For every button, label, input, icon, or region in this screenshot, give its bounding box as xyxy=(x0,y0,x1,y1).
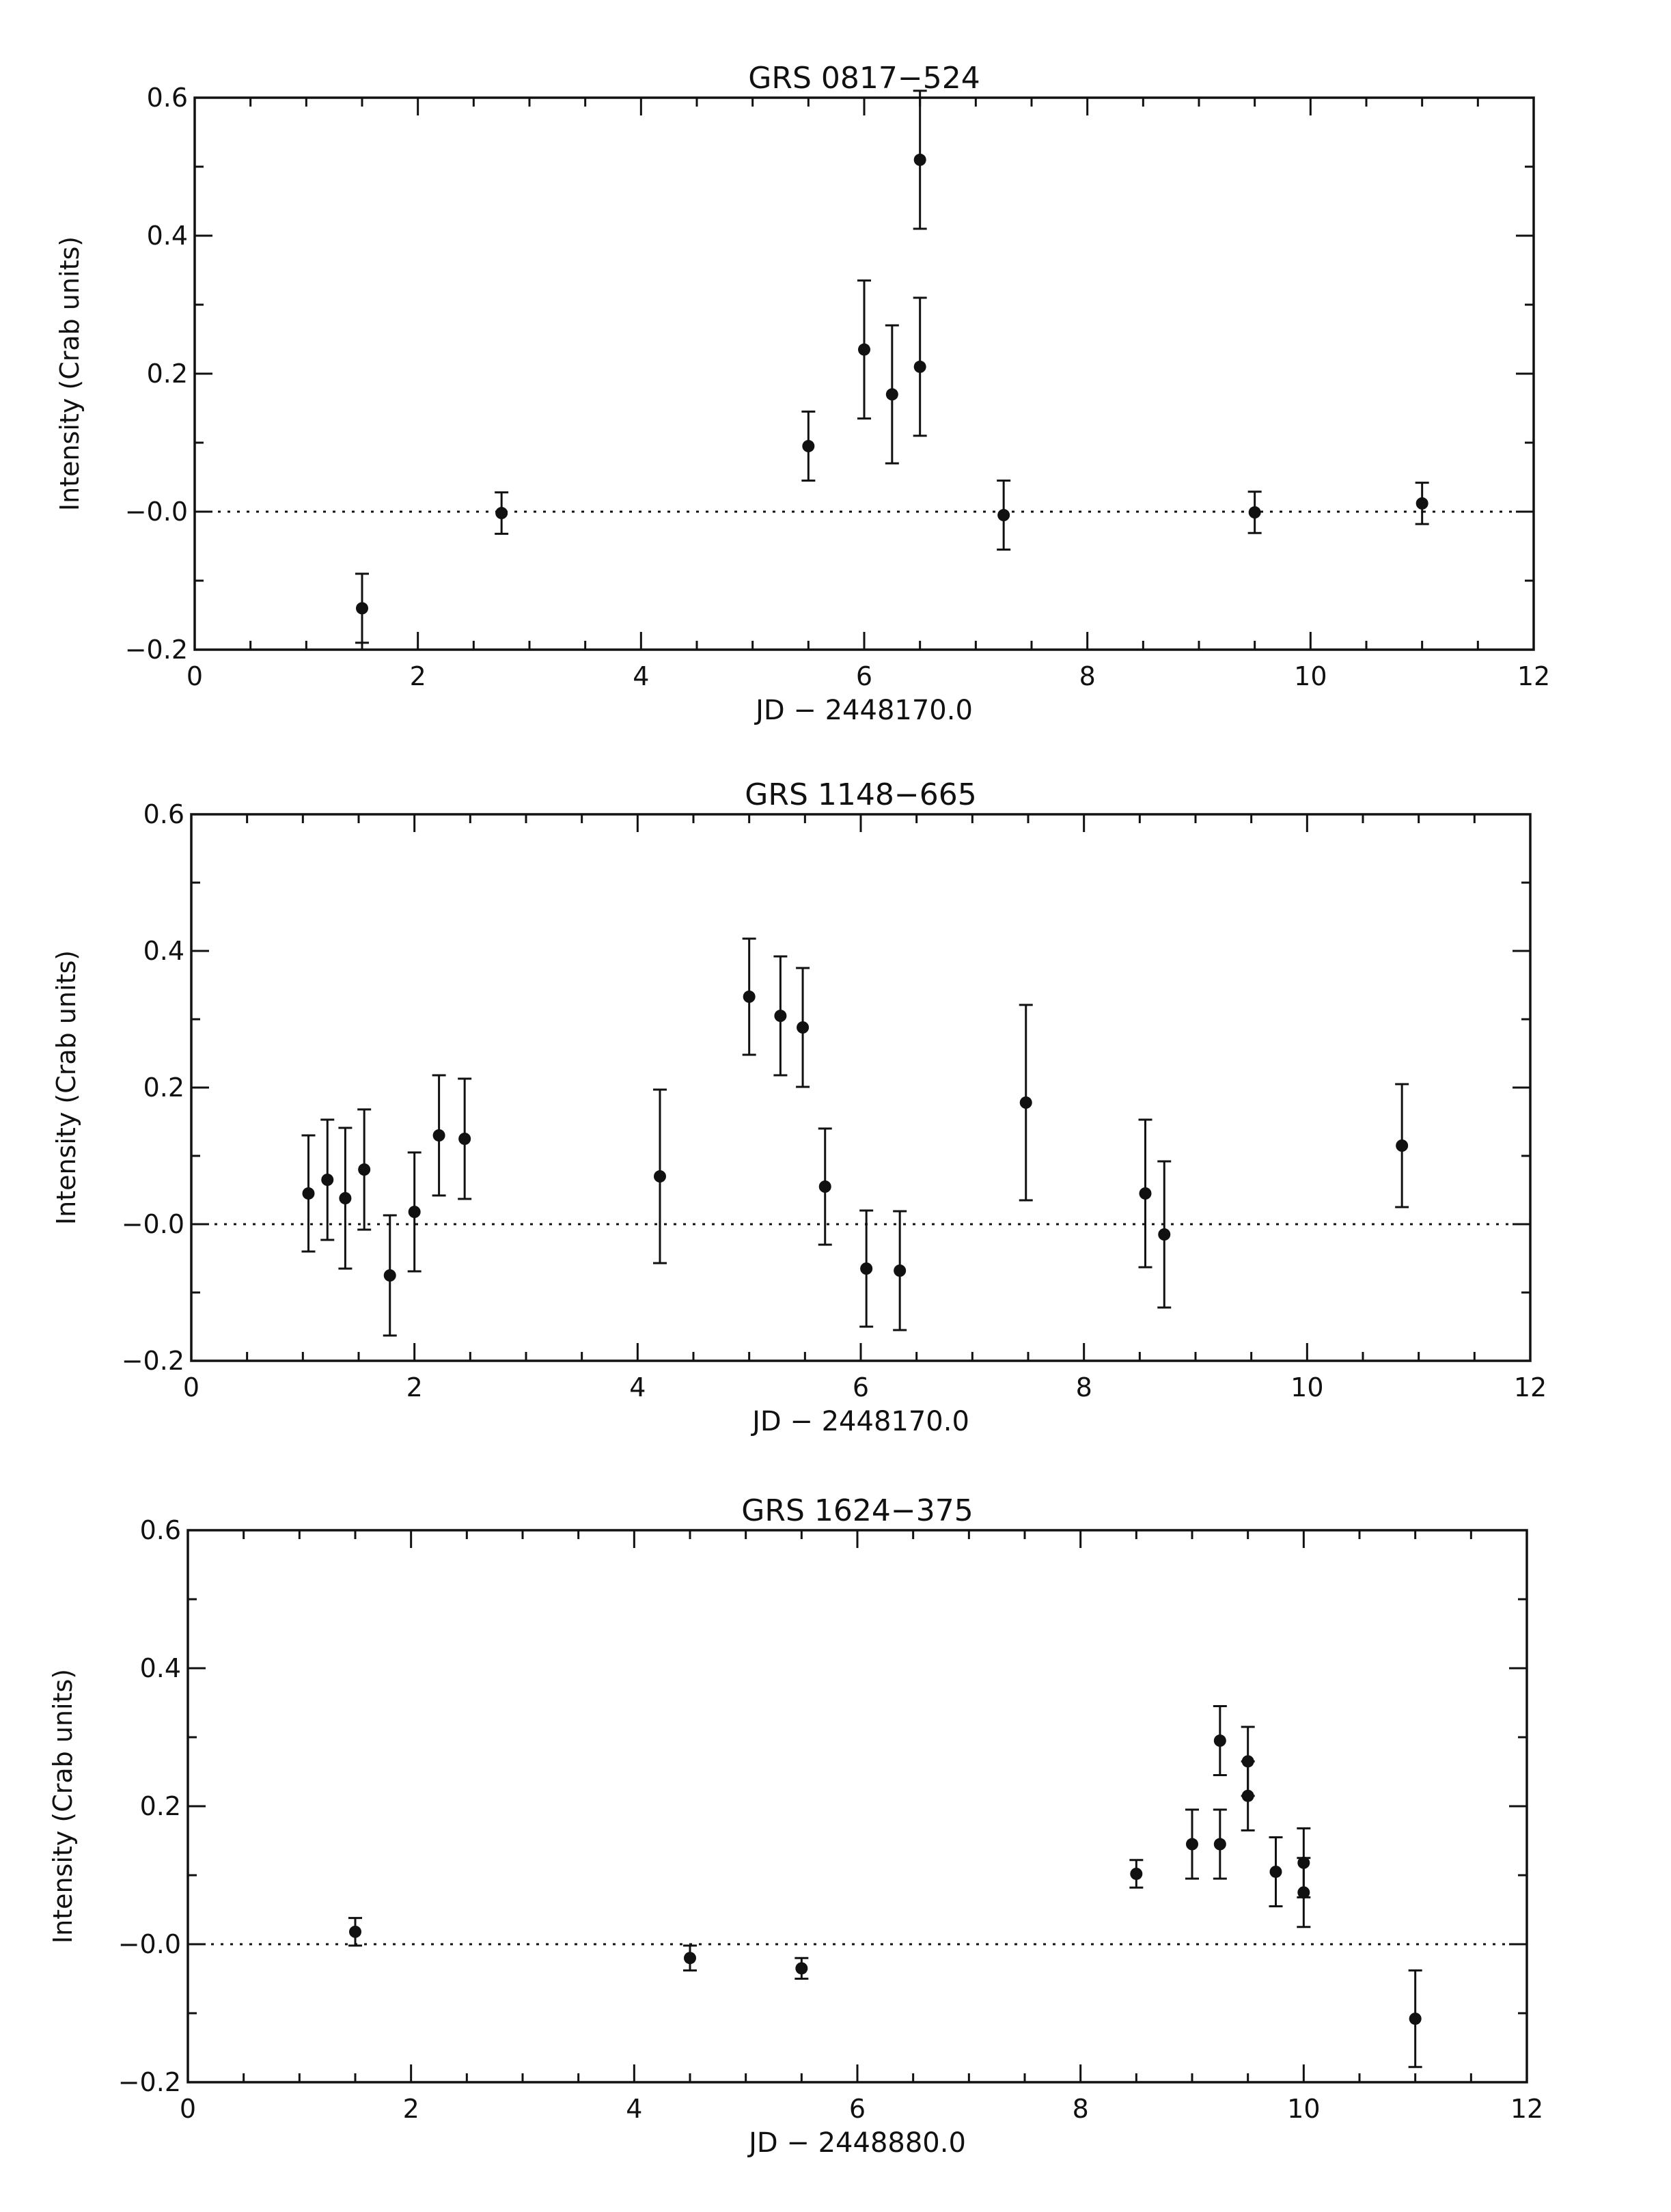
x-tick-label: 8 xyxy=(1073,2094,1089,2124)
chart-title: GRS 0817−524 xyxy=(748,61,980,96)
y-tick-label: 0.2 xyxy=(140,1791,181,1821)
y-tick-label: 0.4 xyxy=(147,221,188,251)
x-tick-label: 6 xyxy=(853,1372,869,1402)
y-tick-label: 0.4 xyxy=(140,1653,181,1683)
data-point xyxy=(339,1192,352,1204)
chart-title: GRS 1148−665 xyxy=(745,777,976,812)
y-tick-label: 0.2 xyxy=(143,1073,184,1103)
y-tick-label: −0.2 xyxy=(125,635,188,665)
data-point xyxy=(1415,497,1428,510)
data-point xyxy=(858,343,870,356)
data-point xyxy=(684,1952,696,1965)
data-point xyxy=(1213,1838,1226,1851)
data-point xyxy=(795,1962,808,1975)
data-point xyxy=(1396,1139,1409,1152)
x-tick-label: 12 xyxy=(1517,661,1550,691)
data-point xyxy=(913,360,926,373)
x-tick-label: 2 xyxy=(403,2094,419,2124)
data-point xyxy=(885,388,898,401)
y-tick-label: −0.0 xyxy=(118,1929,181,1959)
x-tick-label: 12 xyxy=(1510,2094,1543,2124)
data-point xyxy=(408,1206,421,1218)
x-axis-label: JD − 2448170.0 xyxy=(754,695,973,726)
data-point xyxy=(432,1129,445,1142)
y-tick-label: −0.0 xyxy=(122,1209,184,1239)
data-point xyxy=(321,1174,334,1186)
y-tick-label: 0.2 xyxy=(147,359,188,389)
data-point xyxy=(349,1925,361,1938)
y-tick-label: 0.6 xyxy=(143,799,184,829)
data-point xyxy=(302,1187,315,1200)
y-tick-label: 0.6 xyxy=(147,83,188,113)
data-point xyxy=(894,1264,907,1277)
data-point xyxy=(1269,1865,1282,1878)
x-tick-label: 0 xyxy=(187,661,203,691)
chart-title: GRS 1624−375 xyxy=(741,1493,973,1528)
data-point xyxy=(1297,1886,1310,1899)
data-point xyxy=(1186,1838,1198,1851)
data-point xyxy=(802,440,815,453)
data-point xyxy=(1248,506,1261,519)
y-axis-label: Intensity (Crab units) xyxy=(51,950,81,1225)
data-point xyxy=(495,507,508,520)
x-tick-label: 2 xyxy=(410,661,426,691)
y-tick-label: −0.2 xyxy=(118,2067,181,2097)
x-tick-label: 10 xyxy=(1294,661,1327,691)
plot-frame xyxy=(187,1529,1528,2084)
y-tick-label: −0.2 xyxy=(122,1346,184,1376)
x-tick-label: 8 xyxy=(1079,661,1096,691)
data-point xyxy=(1158,1228,1171,1241)
data-point xyxy=(358,1163,371,1176)
data-point xyxy=(860,1262,873,1275)
chart-panel-3: GRS 1624−375 0 2 4 6 8 10 12 −0.2 −0.0 0.2 0.4 0.6 JD… xyxy=(48,1493,1543,2159)
data-point xyxy=(654,1170,666,1183)
data-point xyxy=(997,509,1010,522)
x-tick-label: 6 xyxy=(856,661,872,691)
data-point xyxy=(797,1021,810,1034)
data-point xyxy=(1139,1187,1152,1200)
x-tick-label: 4 xyxy=(633,661,649,691)
data-point xyxy=(383,1269,396,1282)
data-point xyxy=(1213,1734,1226,1747)
data-point xyxy=(1130,1867,1143,1880)
data-point xyxy=(743,991,756,1003)
x-tick-label: 10 xyxy=(1287,2094,1320,2124)
x-axis-label: JD − 2448170.0 xyxy=(750,1406,969,1437)
data-point xyxy=(458,1133,471,1145)
data-point xyxy=(1409,2013,1422,2026)
data-point xyxy=(1241,1789,1254,1802)
x-tick-label: 0 xyxy=(183,1372,199,1402)
y-tick-label: 0.6 xyxy=(140,1515,181,1545)
x-tick-label: 4 xyxy=(626,2094,642,2124)
x-tick-label: 6 xyxy=(849,2094,866,2124)
x-tick-label: 8 xyxy=(1076,1372,1092,1402)
data-point xyxy=(1019,1096,1032,1109)
chart-panel-1: GRS 0817−524 0 2 4 6 8 10 12 −0.2 −0.0 0.2 0.4 0.6 JD… xyxy=(55,61,1550,726)
y-axis-label: Intensity (Crab units) xyxy=(55,236,85,511)
x-tick-label: 4 xyxy=(629,1372,646,1402)
x-axis-label: JD − 2448880.0 xyxy=(747,2127,966,2159)
x-tick-label: 0 xyxy=(180,2094,196,2124)
data-point xyxy=(913,153,926,166)
x-tick-label: 2 xyxy=(406,1372,423,1402)
chart-panel-2: GRS 1148−665 0 2 4 6 8 10 12 −0.2 −0.0 0.2 0.4 0.6 JD… xyxy=(51,777,1547,1437)
data-point xyxy=(356,602,368,615)
data-point xyxy=(774,1010,787,1022)
y-tick-label: −0.0 xyxy=(125,497,188,527)
y-tick-label: 0.4 xyxy=(143,936,184,966)
data-point xyxy=(818,1180,831,1193)
x-tick-label: 10 xyxy=(1290,1372,1323,1402)
y-axis-label: Intensity (Crab units) xyxy=(48,1669,78,1944)
x-tick-label: 12 xyxy=(1514,1372,1547,1402)
